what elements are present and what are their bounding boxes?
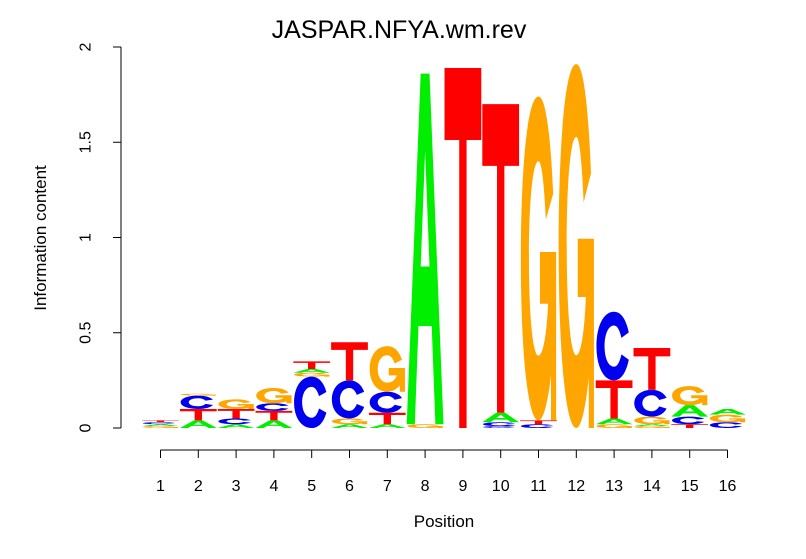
- y-axis: 0 0.5 1 1.5 2: [78, 42, 122, 432]
- logo-letter-G: [180, 393, 216, 396]
- x-tick-label: 12: [567, 478, 585, 495]
- logo-letter-A: [255, 420, 293, 428]
- logo-letter-A: [179, 420, 217, 428]
- logo-letter-A: [633, 424, 671, 427]
- logo-letter-T: [671, 424, 709, 428]
- logo-letter-G: [596, 424, 632, 428]
- x-tick-label: 9: [458, 478, 467, 495]
- logo-letter-T: [368, 412, 406, 425]
- x-axis: 1 2 3 4 5 6 7 8 9 10 11 12 13 14 15 16: [156, 449, 737, 495]
- y-tick-label: 1: [78, 233, 95, 242]
- x-tick-label: 13: [605, 478, 623, 495]
- logo-letter-G: [520, 96, 557, 421]
- logo-letter-C: [218, 418, 251, 425]
- logo-letter-G: [218, 399, 254, 409]
- chart-title: JASPAR.NFYA.wm.rev: [272, 16, 527, 44]
- y-tick-label: 0.5: [78, 322, 95, 344]
- x-axis-label: Position: [414, 512, 474, 531]
- logo-letter-C: [180, 395, 213, 409]
- x-tick-label: 1: [156, 478, 165, 495]
- logo-letter-C: [483, 426, 516, 428]
- logo-letter-A: [709, 408, 746, 415]
- x-tick-label: 3: [232, 478, 241, 495]
- x-tick-label: 4: [269, 478, 278, 495]
- logo-letter-T: [633, 347, 671, 390]
- logo-letter-T: [217, 408, 255, 419]
- logo-letter-G: [407, 424, 443, 428]
- logo-letter-T: [444, 67, 482, 428]
- logo-letter-T: [179, 408, 217, 421]
- logo-letter-T: [482, 104, 520, 413]
- logo-letter-T: [255, 410, 293, 421]
- logo-letter-C: [256, 403, 289, 411]
- x-tick-label: 15: [681, 478, 699, 495]
- logo-letter-C: [520, 424, 554, 428]
- y-tick-label: 2: [78, 42, 95, 51]
- x-tick-label: 2: [194, 478, 203, 495]
- logo-letter-T: [331, 342, 368, 381]
- x-tick-label: 16: [719, 478, 737, 495]
- logo-letter-C: [672, 416, 705, 425]
- logo-letter-A: [142, 424, 179, 427]
- logo-letter-G: [634, 416, 670, 425]
- logo-letter-G: [256, 387, 292, 404]
- logo-letter-T: [142, 420, 179, 423]
- logo-letter-A: [595, 418, 633, 425]
- logo-letter-C: [634, 389, 667, 417]
- x-tick-label: 14: [643, 478, 661, 495]
- logo-letter-T: [520, 420, 557, 425]
- logo-letter-C: [294, 376, 327, 428]
- y-tick-label: 1.5: [78, 131, 95, 153]
- y-axis-label: Information content: [31, 165, 50, 311]
- logo-letter-C: [369, 391, 402, 413]
- x-tick-label: 8: [421, 478, 430, 495]
- y-tick-label: 0: [78, 423, 95, 432]
- logo-letter-G: [331, 418, 368, 425]
- x-tick-label: 10: [492, 478, 510, 495]
- logo-letter-G: [709, 414, 746, 423]
- logo-stacks: [142, 64, 746, 429]
- logo-letter-G: [634, 426, 670, 428]
- logo-letter-G: [672, 386, 708, 406]
- logo-letter-G: [294, 372, 330, 377]
- logo-letter-C: [331, 380, 365, 419]
- logo-letter-C: [483, 422, 516, 427]
- logo-letter-A: [482, 412, 520, 423]
- logo-letter-T: [293, 361, 331, 369]
- logo-letter-G: [369, 346, 405, 392]
- logo-letter-C: [596, 311, 629, 381]
- x-tick-label: 11: [530, 478, 547, 495]
- x-tick-label: 5: [307, 478, 316, 495]
- x-tick-label: 6: [345, 478, 354, 495]
- logo-letter-A: [406, 73, 444, 425]
- logo-letter-A: [368, 424, 406, 428]
- logo-letter-G: [558, 64, 594, 429]
- logo-letter-C: [142, 422, 176, 425]
- logo-letter-C: [709, 422, 743, 428]
- logo-letter-A: [217, 424, 255, 428]
- logo-letter-A: [671, 405, 709, 417]
- x-tick-label: 7: [383, 478, 392, 495]
- logo-letter-T: [595, 380, 633, 419]
- logo-letter-G: [142, 426, 179, 428]
- logo-letter-A: [293, 368, 331, 373]
- logo-letter-A: [331, 424, 368, 428]
